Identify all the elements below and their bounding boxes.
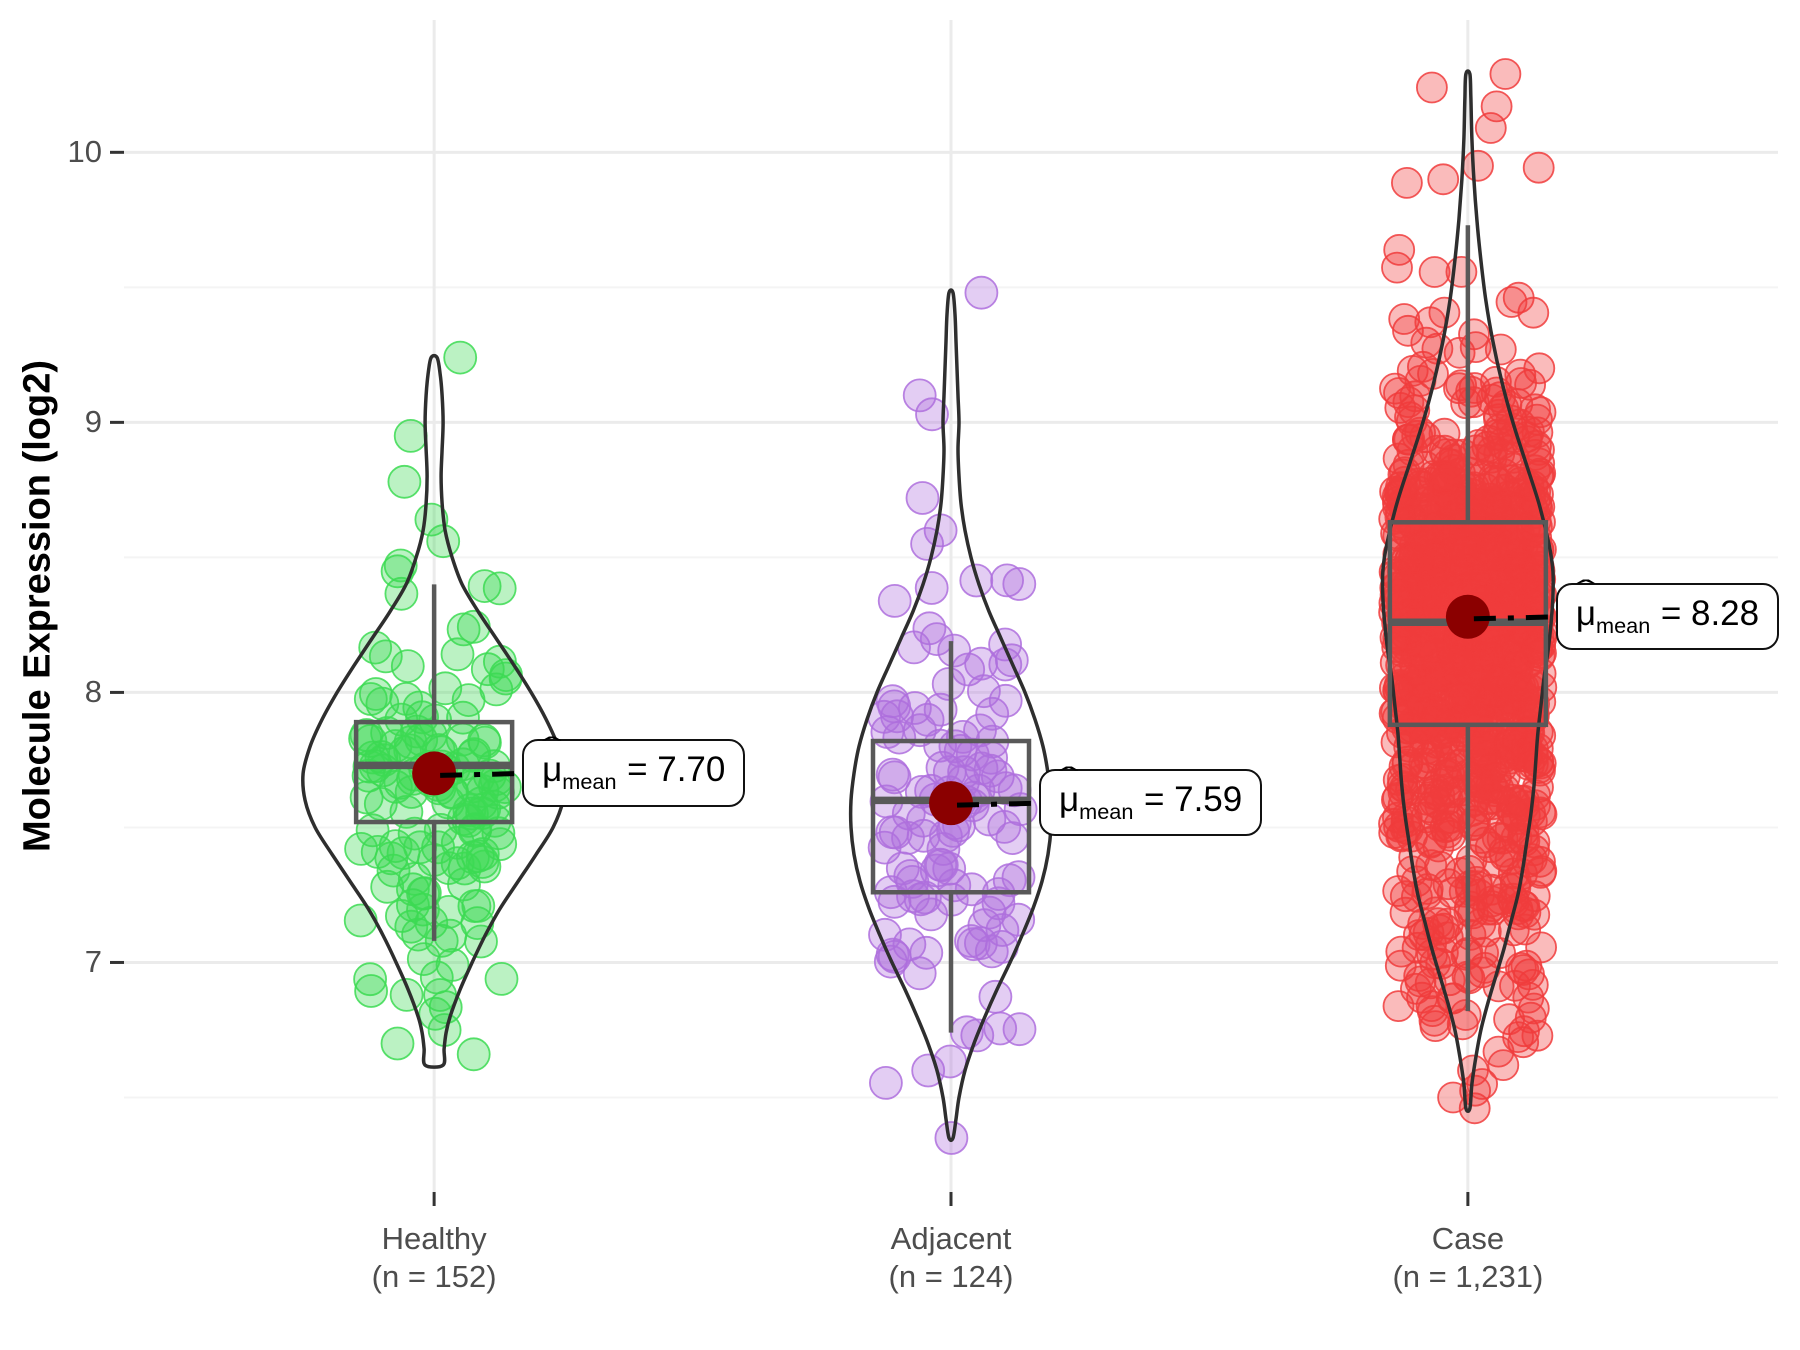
- group-count: (n = 152): [371, 1259, 497, 1294]
- group-label: Healthy: [381, 1221, 487, 1256]
- x-tick-label-adjacent: Adjacent (n = 124): [781, 1220, 1121, 1296]
- group-count: (n = 124): [888, 1259, 1014, 1294]
- y-tick-label-7: 7: [84, 944, 102, 980]
- mean-value: = 7.70: [627, 750, 726, 790]
- y-tick-label-8: 8: [84, 674, 102, 710]
- mean-label-healthy: μ ˆ mean = 7.70: [522, 731, 746, 807]
- hat-accent: ˆ: [1059, 761, 1079, 793]
- x-tick-label-healthy: Healthy (n = 152): [264, 1220, 604, 1296]
- mean-label-case: μ ˆ mean = 8.28: [1555, 575, 1780, 650]
- mean-subscript: mean: [1596, 612, 1651, 638]
- group-label: Case: [1431, 1221, 1505, 1256]
- group-label: Adjacent: [890, 1221, 1012, 1256]
- hat-accent: ˆ: [1576, 575, 1596, 607]
- mean-value: = 7.59: [1143, 780, 1243, 820]
- hat-accent: ˆ: [542, 731, 562, 763]
- mean-value: = 8.28: [1660, 593, 1760, 633]
- y-tick-label-10: 10: [67, 134, 102, 170]
- mean-subscript: mean: [562, 769, 617, 795]
- y-tick-label-9: 9: [84, 404, 102, 440]
- mean-subscript: mean: [1079, 799, 1134, 825]
- group-count: (n = 1,231): [1392, 1259, 1544, 1294]
- x-tick-label-case: Case (n = 1,231): [1298, 1220, 1638, 1296]
- mean-label-adjacent: μ ˆ mean = 7.59: [1039, 761, 1263, 837]
- points-case: [1378, 58, 1558, 1125]
